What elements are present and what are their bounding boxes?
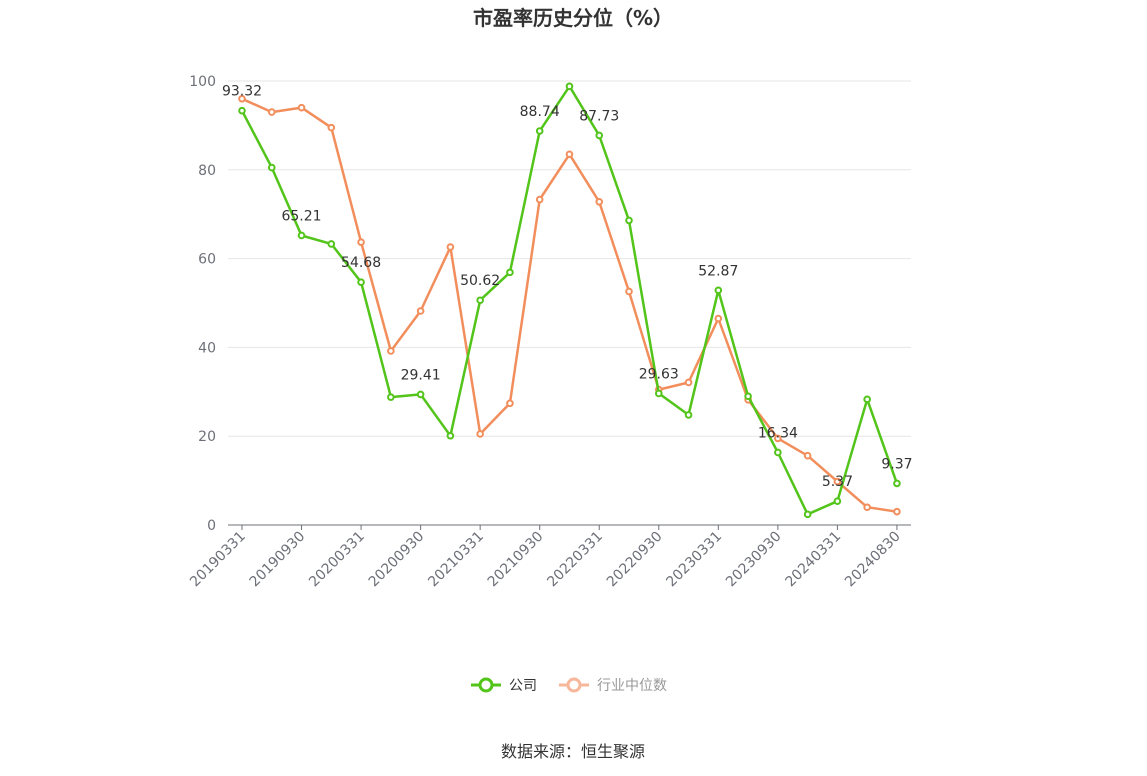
industry-point (327, 123, 336, 132)
data-label: 88.74 (520, 104, 560, 120)
industry-point (387, 347, 395, 355)
y-tick-label: 60 (198, 252, 216, 268)
company-point (774, 448, 782, 457)
legend-company-marker (478, 677, 494, 693)
y-tick-label: 100 (189, 74, 216, 90)
chart-title: 市盈率历史分位（%） (473, 6, 673, 30)
company-point (446, 431, 455, 440)
x-tick-label: 20240830 (842, 529, 904, 591)
industry-point (535, 195, 544, 204)
company-point (416, 390, 425, 399)
y-tick-label: 20 (198, 429, 216, 445)
x-tick-label: 20240331 (783, 529, 845, 591)
data-source: 数据来源：恒生聚源 (501, 742, 645, 761)
x-tick-label: 20200930 (366, 529, 428, 591)
industry-point (565, 150, 574, 159)
company-point (476, 296, 484, 305)
x-tick-label: 20220331 (544, 529, 606, 591)
x-tick-label: 20220930 (604, 529, 666, 591)
x-tick-label: 20190331 (187, 529, 249, 591)
industry-point (684, 378, 693, 387)
industry-point (714, 314, 723, 323)
industry-point (446, 243, 455, 251)
data-label: 52.87 (698, 263, 738, 279)
legend-industry-label: 行业中位数 (597, 678, 667, 694)
x-tick-label: 20230930 (723, 529, 785, 591)
grid-lines (228, 80, 911, 437)
x-tick-label: 20200331 (306, 529, 368, 591)
data-label: 65.21 (281, 208, 321, 224)
company-point (565, 82, 574, 91)
industry-line (241, 97, 898, 513)
company-point (714, 286, 723, 295)
company-point (238, 106, 246, 115)
industry-point (416, 307, 425, 315)
data-labels: 93.32 65.21 54.68 29.41 50.62 88.74 87.73 29.63… (222, 84, 913, 490)
company-point (535, 127, 544, 135)
industry-point (267, 108, 276, 116)
industry-point (863, 503, 871, 512)
company-point (595, 131, 604, 140)
industry-point (893, 507, 901, 516)
data-label: 16.34 (758, 425, 798, 441)
company-point (863, 395, 871, 404)
industry-point (476, 430, 484, 438)
legend: 公司 行业中位数 (471, 677, 667, 694)
industry-point (803, 451, 812, 460)
x-tick-label: 20190930 (247, 529, 309, 591)
industry-point (833, 477, 842, 486)
company-point (625, 216, 633, 225)
company-point (387, 393, 395, 401)
data-label: 29.41 (401, 367, 441, 383)
data-label: 9.37 (881, 456, 912, 472)
company-point (684, 411, 693, 419)
company-point (893, 479, 901, 488)
industry-point (357, 238, 365, 246)
company-point (654, 389, 663, 398)
company-point (744, 392, 752, 401)
y-tick-label: 40 (198, 340, 216, 356)
legend-item-industry[interactable]: 行业中位数 (559, 677, 667, 694)
y-tick-label: 0 (207, 518, 216, 534)
legend-industry-marker (566, 677, 582, 693)
data-label: 54.68 (341, 255, 381, 271)
company-point (357, 278, 365, 287)
x-axis: 2019033120190930202003312020093020210331… (187, 524, 911, 591)
company-point (833, 497, 842, 505)
company-point (327, 240, 336, 248)
company-point (297, 231, 306, 240)
company-point (506, 268, 514, 277)
legend-company-label: 公司 (509, 678, 537, 694)
legend-item-company[interactable]: 公司 (471, 677, 537, 694)
industry-point (506, 399, 514, 408)
industry-point (297, 103, 306, 112)
industry-point (238, 94, 246, 103)
company-point (803, 510, 812, 519)
data-label: 87.73 (579, 108, 619, 124)
y-axis: 0 20 40 60 80 100 (189, 74, 216, 534)
x-tick-label: 20230331 (663, 529, 725, 591)
x-tick-label: 20210331 (425, 529, 487, 591)
industry-point (774, 434, 782, 443)
y-tick-label: 80 (198, 163, 216, 179)
data-label: 29.63 (639, 366, 679, 382)
series-lines (238, 82, 901, 519)
industry-point (625, 287, 633, 296)
industry-point (595, 197, 604, 206)
data-label: 50.62 (460, 273, 500, 289)
x-tick-label: 20210930 (485, 529, 547, 591)
data-label: 5.37 (822, 474, 853, 490)
company-point (267, 163, 276, 172)
data-label: 93.32 (222, 84, 262, 100)
